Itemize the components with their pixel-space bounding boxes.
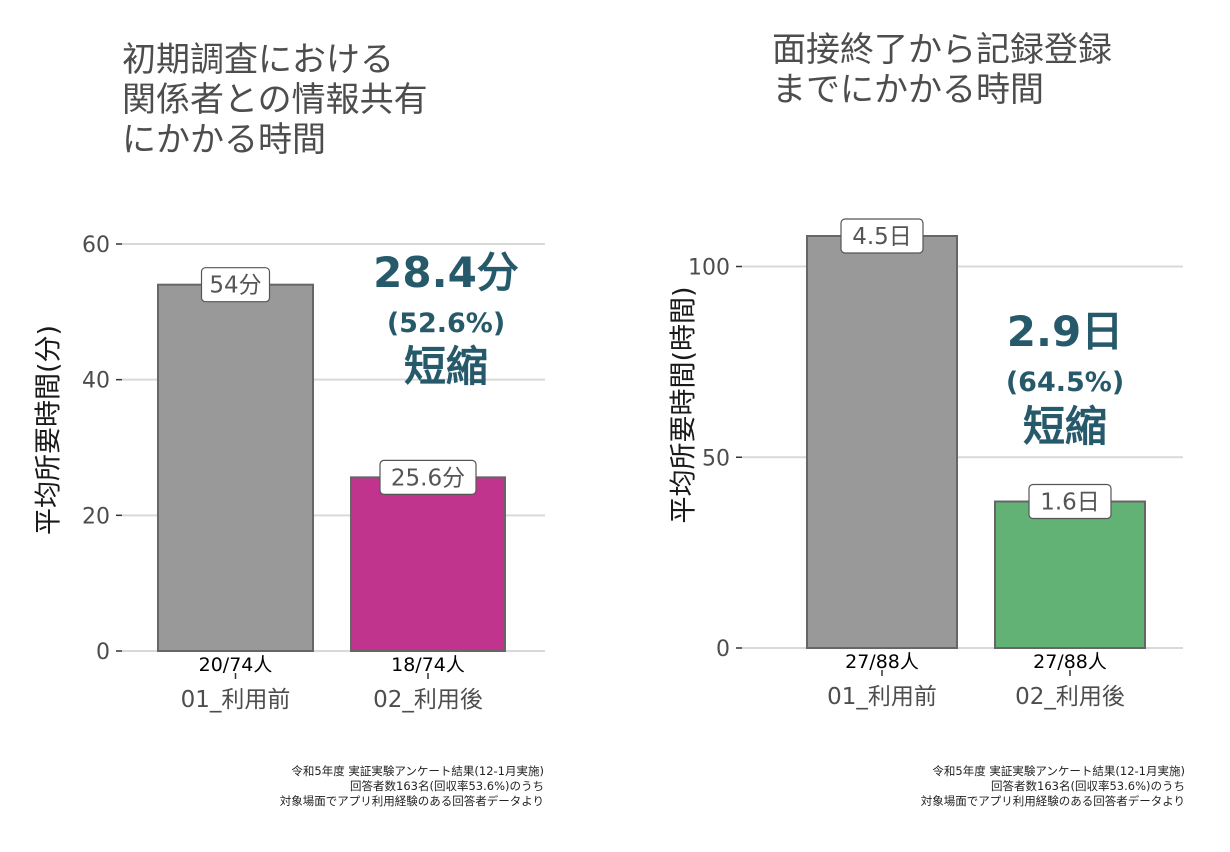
y-axis-label: 平均所要時間(時間) <box>669 286 700 523</box>
reduction-percent: (52.6%) <box>387 308 505 339</box>
value-label: 54分 <box>209 273 261 299</box>
footnote-line: 回答者数163名(回収率53.6%)のうち <box>350 779 544 793</box>
value-label: 25.6分 <box>391 465 465 491</box>
footnote-line: 対象場面でアプリ利用経験のある回答者データより <box>279 794 544 808</box>
bar <box>806 235 958 649</box>
footnote-line: 令和5年度 実証実験アンケート結果(12-1月実施) <box>291 764 544 778</box>
bar-chart: 0 20 40 60 平均所要時間(分) 54分 20/74人 01_利用前 25.6分 18/7… <box>34 233 545 713</box>
y-tick-label: 20 <box>82 504 110 529</box>
value-label-box <box>840 218 924 254</box>
footnote-line: 対象場面でアプリ利用経験のある回答者データより <box>920 794 1185 808</box>
reduction-word: 短縮 <box>404 342 488 391</box>
chart-panel-left: 初期調査における 関係者との情報共有 にかかる時間 0 20 40 60 平均所要時間(… <box>34 40 545 809</box>
y-tick-label: 0 <box>716 637 730 662</box>
reduction-percent: (64.5%) <box>1006 367 1124 398</box>
reduction-value: 2.9日 <box>1007 307 1123 356</box>
bar <box>994 500 1146 649</box>
value-label: 4.5日 <box>852 224 912 250</box>
value-label-box <box>379 459 477 495</box>
reduction-word: 短縮 <box>1023 402 1107 451</box>
chart-title: 初期調査における 関係者との情報共有 にかかる時間 <box>122 40 428 160</box>
value-label: 1.6日 <box>1040 490 1100 516</box>
footnote: 令和5年度 実証実験アンケート結果(12-1月実施) 回答者数163名(回収率5… <box>124 764 544 809</box>
bar <box>350 476 506 653</box>
footnote-line: 令和5年度 実証実験アンケート結果(12-1月実施) <box>932 764 1185 778</box>
y-tick-label: 0 <box>96 640 110 665</box>
x-tick-label: 01_利用前 <box>827 684 937 710</box>
y-tick-label: 60 <box>82 233 110 258</box>
count-label: 18/74人 <box>391 654 465 676</box>
x-tick-label: 01_利用前 <box>181 687 291 713</box>
bar-chart: 0 50 100 平均所要時間(時間) 4.5日 27/88人 01_利用前 1.6日 27/8… <box>669 218 1183 710</box>
footnote-line: 回答者数163名(回収率53.6%)のうち <box>991 779 1185 793</box>
y-axis-label: 平均所要時間(分) <box>34 325 65 535</box>
value-label-box <box>1028 483 1112 520</box>
y-tick-label: 100 <box>688 256 730 281</box>
footnote: 令和5年度 実証実験アンケート結果(12-1月実施) 回答者数163名(回収率5… <box>765 764 1185 809</box>
count-label: 20/74人 <box>199 654 273 676</box>
chart-title: 面接終了から記録登録 までにかかる時間 <box>772 30 1112 110</box>
count-label: 27/88人 <box>845 651 919 673</box>
value-label-box <box>200 267 271 303</box>
x-tick-label: 02_利用後 <box>373 687 483 713</box>
bar <box>157 283 314 652</box>
chart-panel-right: 面接終了から記録登録 までにかかる時間 0 50 100 平均所要時間(時間) 4.5日… <box>615 0 1230 852</box>
y-tick-label: 40 <box>82 369 110 394</box>
x-tick-label: 02_利用後 <box>1015 684 1125 710</box>
y-tick-label: 50 <box>702 446 730 471</box>
reduction-value: 28.4分 <box>373 248 519 297</box>
count-label: 27/88人 <box>1033 651 1107 673</box>
